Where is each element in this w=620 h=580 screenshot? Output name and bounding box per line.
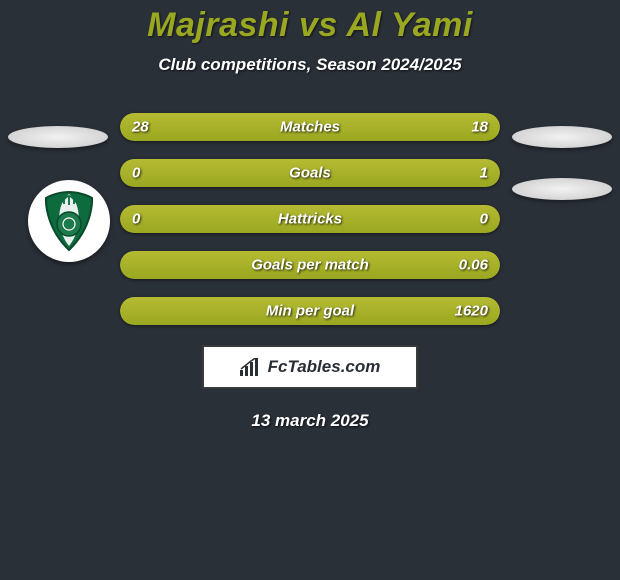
stat-left-value: 0 xyxy=(132,165,140,182)
stat-left-value: 28 xyxy=(132,119,149,136)
stat-bar: Min per goal 1620 xyxy=(120,297,500,325)
stat-row: 0 Goals 1 xyxy=(0,159,620,187)
stat-label: Hattricks xyxy=(278,211,342,228)
stat-right-value: 1620 xyxy=(455,303,488,320)
stat-right-value: 1 xyxy=(480,165,488,182)
barchart-icon xyxy=(240,358,262,376)
stat-right-value: 0.06 xyxy=(459,257,488,274)
brand-badge[interactable]: FcTables.com xyxy=(202,345,418,389)
stat-bar: 0 Hattricks 0 xyxy=(120,205,500,233)
stat-right-value: 0 xyxy=(480,211,488,228)
stats-list: 28 Matches 18 0 Goals 1 0 Hattricks 0 xyxy=(0,113,620,325)
stat-label: Matches xyxy=(280,119,340,136)
subtitle: Club competitions, Season 2024/2025 xyxy=(0,55,620,75)
stat-bar: 0 Goals 1 xyxy=(120,159,500,187)
stat-row: 0 Hattricks 0 xyxy=(0,205,620,233)
stat-label: Goals xyxy=(289,165,331,182)
stat-row: 28 Matches 18 xyxy=(0,113,620,141)
page-title: Majrashi vs Al Yami xyxy=(0,6,620,45)
stat-row: Min per goal 1620 xyxy=(0,297,620,325)
stat-row: Goals per match 0.06 xyxy=(0,251,620,279)
date-label: 13 march 2025 xyxy=(0,411,620,431)
brand-text: FcTables.com xyxy=(268,357,381,377)
stat-right-value: 18 xyxy=(471,119,488,136)
stat-bar: 28 Matches 18 xyxy=(120,113,500,141)
bar-right-fill xyxy=(215,159,500,187)
stat-label: Min per goal xyxy=(266,303,354,320)
stat-label: Goals per match xyxy=(251,257,369,274)
stat-left-value: 0 xyxy=(132,211,140,228)
comparison-card: Majrashi vs Al Yami Club competitions, S… xyxy=(0,0,620,431)
stat-bar: Goals per match 0.06 xyxy=(120,251,500,279)
